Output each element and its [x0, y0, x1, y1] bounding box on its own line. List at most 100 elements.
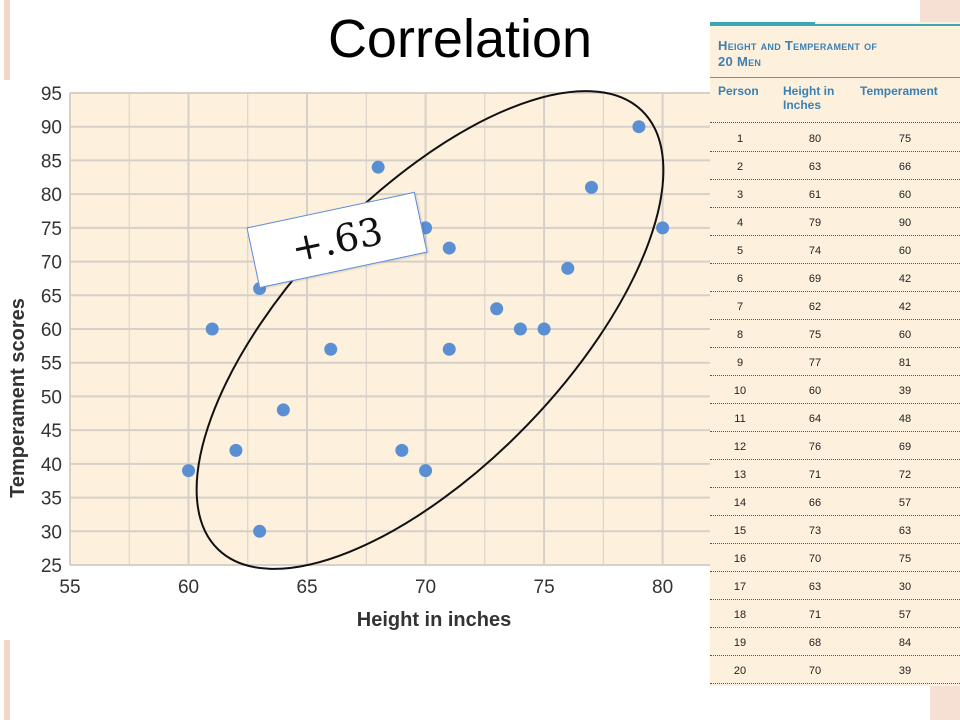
y-tick-label: 50 [41, 387, 62, 408]
data-point [513, 322, 527, 336]
cell-height: 79 [808, 217, 822, 229]
y-tick-label: 80 [41, 185, 62, 206]
table-row: 8 75 60 [710, 320, 960, 348]
header-height: Height in Inches [783, 84, 834, 112]
table-row: 10 60 39 [710, 376, 960, 404]
cell-person: 16 [733, 553, 747, 565]
x-axis-label: Height in inches [357, 609, 511, 631]
cell-height: 63 [808, 581, 822, 593]
y-tick-label: 90 [41, 118, 62, 139]
cell-person: 12 [733, 441, 747, 453]
cell-person: 20 [733, 665, 747, 677]
table-row: 12 76 69 [710, 432, 960, 460]
y-axis-label: Temperament scores [7, 298, 29, 498]
data-point [632, 120, 646, 134]
x-tick-label: 65 [296, 577, 317, 598]
cell-height: 68 [808, 637, 822, 649]
data-point [419, 464, 433, 478]
table-title: Height and Temperament of 20 Men [718, 38, 958, 70]
table-row: 4 79 90 [710, 208, 960, 236]
table-title-line-2: 20 Men [718, 54, 762, 69]
cell-person: 15 [733, 525, 747, 537]
table-row: 5 74 60 [710, 236, 960, 264]
y-tick-label: 30 [41, 522, 62, 543]
decorative-bar-right-top [920, 0, 960, 22]
table-row: 18 71 57 [710, 600, 960, 628]
data-point [395, 443, 409, 457]
cell-person: 11 [734, 413, 746, 425]
table-row: 13 71 72 [710, 460, 960, 488]
cell-temperament: 48 [898, 413, 912, 425]
y-tick-label: 55 [41, 354, 62, 375]
decorative-bar-left [4, 0, 10, 80]
header-height-line-1: Height in [783, 84, 835, 98]
data-point [229, 443, 243, 457]
cell-temperament: 66 [898, 161, 912, 173]
cell-person: 18 [733, 609, 747, 621]
cell-height: 77 [808, 357, 822, 369]
cell-person: 10 [733, 385, 747, 397]
table-header-rule [710, 122, 960, 123]
data-point [205, 322, 219, 336]
y-tick-label: 40 [41, 455, 62, 476]
table-top-bar [710, 22, 815, 26]
decorative-bar-left-bottom [4, 640, 10, 720]
table-row: 9 77 81 [710, 348, 960, 376]
scatter-chart: 25 30 35 40 45 50 55 60 65 70 75 80 85 90 95 55 60 65 70 75… [7, 84, 710, 631]
table-row: 3 61 60 [710, 180, 960, 208]
cell-person: 13 [733, 469, 747, 481]
cell-height: 64 [808, 413, 822, 425]
header-person: Person [718, 84, 759, 98]
cell-height: 71 [808, 609, 822, 621]
data-point [537, 322, 551, 336]
cell-height: 80 [808, 133, 822, 145]
cell-height: 60 [808, 385, 822, 397]
cell-temperament: 72 [898, 469, 912, 481]
cell-height: 71 [808, 469, 822, 481]
data-point [442, 342, 456, 356]
y-tick-label: 70 [41, 253, 62, 274]
cell-temperament: 60 [898, 329, 912, 341]
y-tick-label: 85 [41, 151, 62, 172]
data-point [490, 302, 504, 316]
data-point [253, 524, 267, 538]
cell-temperament: 42 [898, 301, 912, 313]
cell-temperament: 60 [898, 189, 912, 201]
cell-temperament: 81 [898, 357, 912, 369]
cell-temperament: 84 [898, 637, 912, 649]
cell-temperament: 42 [898, 273, 912, 285]
y-tick-label: 35 [41, 489, 62, 510]
cell-person: 6 [736, 273, 744, 285]
y-tick-label: 45 [41, 421, 62, 442]
cell-temperament: 63 [898, 525, 912, 537]
cell-temperament: 39 [898, 665, 912, 677]
slide-title: Correlation [327, 9, 593, 69]
data-point [276, 403, 290, 417]
cell-height: 70 [808, 665, 822, 677]
table-row: 1 80 75 [710, 124, 960, 152]
header-temperament: Temperament [860, 84, 938, 98]
table-top-rule [815, 24, 960, 26]
cell-person: 2 [736, 161, 744, 173]
table-title-rule [710, 77, 960, 78]
cell-height: 75 [808, 329, 822, 341]
cell-person: 8 [736, 329, 744, 341]
table-row: 15 73 63 [710, 516, 960, 544]
table-row: 20 70 39 [710, 656, 960, 684]
table-row: 14 66 57 [710, 488, 960, 516]
cell-person: 1 [736, 133, 744, 145]
table-row: 17 63 30 [710, 572, 960, 600]
data-point [584, 180, 598, 194]
y-tick-label: 65 [41, 286, 62, 307]
table-row: 7 62 42 [710, 292, 960, 320]
cell-person: 17 [733, 581, 747, 593]
table-title-line-1: Height and Temperament of [718, 38, 878, 53]
cell-temperament: 75 [898, 553, 912, 565]
data-point [561, 261, 575, 275]
data-point [324, 342, 338, 356]
x-tick-label: 70 [415, 577, 436, 598]
tick-labels: 25 30 35 40 45 50 55 60 65 70 75 80 85 90 95 55 60 65 70 75… [41, 84, 673, 598]
table-row: 6 69 42 [710, 264, 960, 292]
cell-person: 7 [736, 301, 744, 313]
cell-person: 9 [736, 357, 744, 369]
